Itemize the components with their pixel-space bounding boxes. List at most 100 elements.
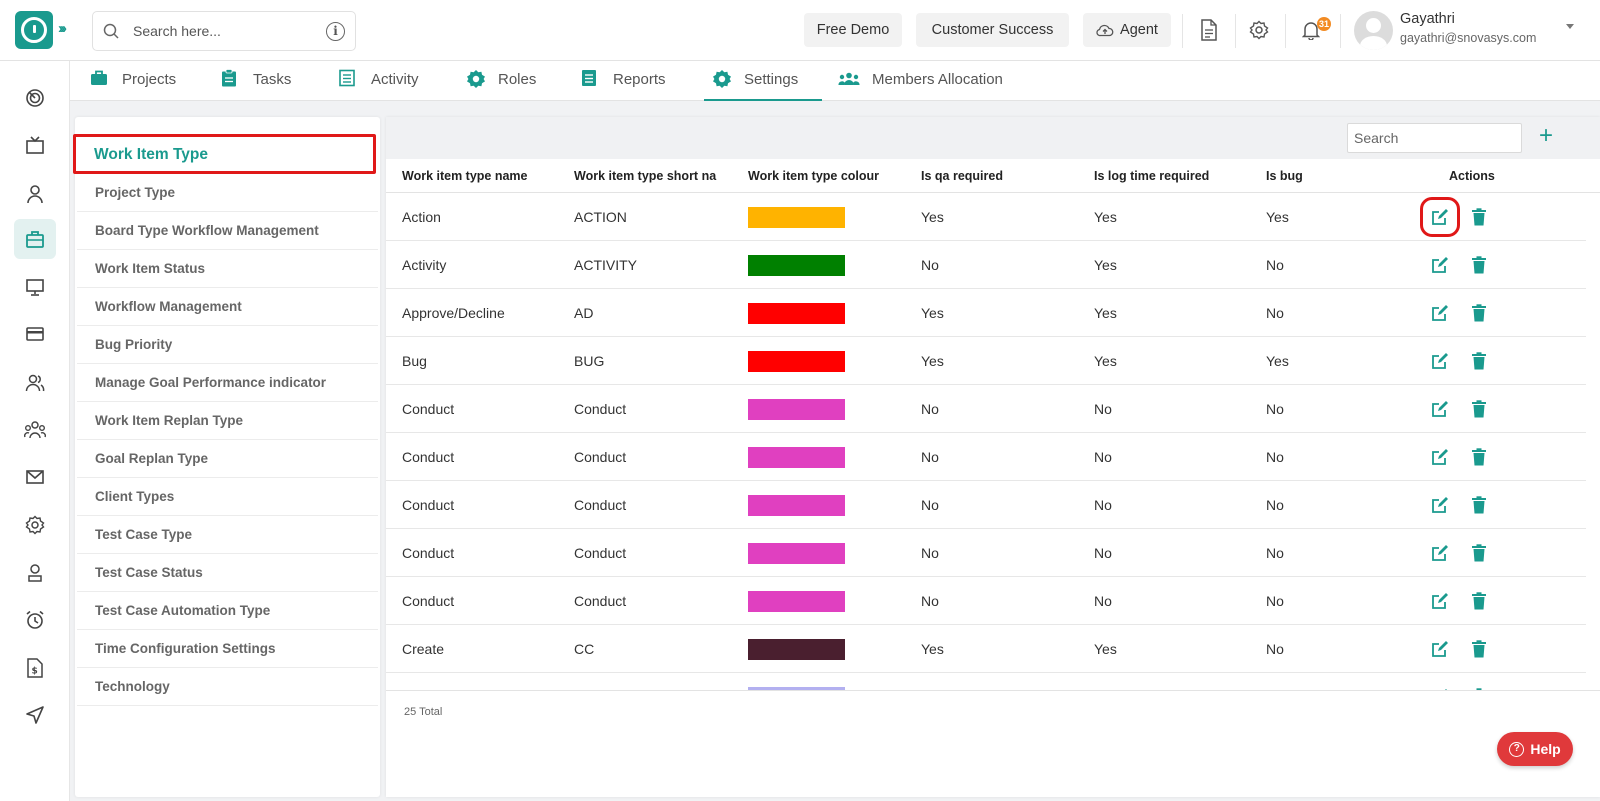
table-row[interactable]: Conduct Conduct No No No: [386, 385, 1586, 433]
group-icon[interactable]: [14, 410, 56, 450]
settings-item-work-item-replan[interactable]: Work Item Replan Type: [77, 401, 378, 440]
settings-item-work-item-type[interactable]: Work Item Type: [73, 134, 376, 174]
edit-icon[interactable]: [1431, 304, 1449, 322]
chevron-down-icon[interactable]: [1566, 24, 1574, 29]
edit-icon[interactable]: [1431, 352, 1449, 370]
settings-item-technology[interactable]: Technology: [77, 667, 378, 706]
avatar[interactable]: [1354, 11, 1393, 50]
settings-item-test-case-type[interactable]: Test Case Type: [77, 515, 378, 554]
user-name[interactable]: Gayathri: [1400, 11, 1455, 27]
send-icon[interactable]: [14, 695, 56, 735]
cell-short-name: Conduct: [574, 545, 627, 561]
menu-label: Client Types: [95, 489, 175, 504]
alarm-clock-icon[interactable]: [14, 600, 56, 640]
edit-icon[interactable]: [1420, 197, 1460, 237]
settings-gear-icon[interactable]: [1246, 17, 1272, 43]
user-icon[interactable]: [14, 174, 56, 214]
edit-icon[interactable]: [1431, 448, 1449, 466]
bell-icon[interactable]: [1298, 17, 1324, 43]
settings-item-client-types[interactable]: Client Types: [77, 477, 378, 516]
edit-icon[interactable]: [1431, 592, 1449, 610]
delete-icon[interactable]: [1471, 256, 1487, 274]
settings-item-board-type-workflow[interactable]: Board Type Workflow Management: [77, 211, 378, 250]
app-logo[interactable]: [15, 11, 53, 49]
customer-success-button[interactable]: Customer Success: [916, 13, 1069, 47]
table-toolbar: +: [386, 117, 1600, 159]
edit-icon[interactable]: [1431, 256, 1449, 274]
mail-icon[interactable]: [14, 457, 56, 497]
settings-item-goal-performance[interactable]: Manage Goal Performance indicator: [77, 363, 378, 402]
monitor-icon[interactable]: [14, 267, 56, 307]
table-row[interactable]: Bug BUG Yes Yes Yes: [386, 337, 1586, 385]
table-row[interactable]: Approve/Decline AD Yes Yes No: [386, 289, 1586, 337]
tab-label: Roles: [498, 71, 537, 88]
tab-projects[interactable]: Projects: [90, 61, 190, 101]
cell-is-bug: No: [1266, 449, 1284, 465]
delete-icon[interactable]: [1471, 304, 1487, 322]
settings-item-work-item-status[interactable]: Work Item Status: [77, 249, 378, 288]
edit-icon[interactable]: [1431, 640, 1449, 658]
cell-is-bug: No: [1266, 545, 1284, 561]
delete-icon[interactable]: [1471, 448, 1487, 466]
free-demo-button[interactable]: Free Demo: [804, 13, 902, 47]
expand-menu-icon[interactable]: ›››: [58, 20, 67, 37]
delete-icon[interactable]: [1471, 208, 1487, 226]
table-row[interactable]: Conduct Conduct No No No: [386, 433, 1586, 481]
delete-icon[interactable]: [1471, 352, 1487, 370]
invoice-icon[interactable]: $: [14, 648, 56, 688]
gear-icon[interactable]: [14, 505, 56, 545]
team-icon[interactable]: [14, 363, 56, 403]
tab-activity[interactable]: Activity: [339, 61, 429, 101]
column-header[interactable]: Work item type name: [402, 169, 528, 183]
profile-badge-icon[interactable]: [14, 553, 56, 593]
settings-item-bug-priority[interactable]: Bug Priority: [77, 325, 378, 364]
column-header[interactable]: Work item type short na: [574, 169, 717, 183]
edit-icon[interactable]: [1431, 496, 1449, 514]
left-icon-rail: $: [0, 61, 70, 801]
table-row[interactable]: Create CC Yes Yes No: [386, 625, 1586, 673]
table-row[interactable]: Conduct Conduct No No No: [386, 529, 1586, 577]
search-input[interactable]: [133, 20, 313, 42]
tab-tasks[interactable]: Tasks: [221, 61, 301, 101]
cell-qa-required: Yes: [921, 353, 944, 369]
column-header[interactable]: Is bug: [1266, 169, 1303, 183]
cell-qa-required: No: [921, 545, 939, 561]
column-header[interactable]: Work item type colour: [748, 169, 880, 183]
info-icon[interactable]: i: [326, 22, 345, 41]
table-row[interactable]: Conduct Conduct No No No: [386, 577, 1586, 625]
settings-item-goal-replan[interactable]: Goal Replan Type: [77, 439, 378, 478]
tab-members-allocation[interactable]: Members Allocation: [838, 61, 1028, 101]
column-header[interactable]: Is log time required: [1094, 169, 1210, 183]
delete-icon[interactable]: [1471, 496, 1487, 514]
table-row[interactable]: Activity ACTIVITY No Yes No: [386, 241, 1586, 289]
table-row[interactable]: Conduct Conduct No No No: [386, 481, 1586, 529]
delete-icon[interactable]: [1471, 400, 1487, 418]
delete-icon[interactable]: [1471, 592, 1487, 610]
settings-item-test-case-automation[interactable]: Test Case Automation Type: [77, 591, 378, 630]
tab-settings[interactable]: Settings: [704, 61, 822, 101]
dashboard-icon[interactable]: [14, 78, 56, 118]
edit-icon[interactable]: [1431, 400, 1449, 418]
table-search-input[interactable]: [1347, 123, 1522, 153]
agent-button[interactable]: Agent: [1083, 13, 1171, 47]
settings-item-test-case-status[interactable]: Test Case Status: [77, 553, 378, 592]
cell-log-time-required: Yes: [1094, 353, 1117, 369]
edit-icon[interactable]: [1431, 544, 1449, 562]
document-icon[interactable]: [1196, 17, 1222, 43]
tab-roles[interactable]: Roles: [466, 61, 546, 101]
tv-icon[interactable]: [14, 126, 56, 166]
settings-item-workflow-management[interactable]: Workflow Management: [77, 287, 378, 326]
add-icon[interactable]: +: [1538, 122, 1553, 149]
settings-item-project-type[interactable]: Project Type: [77, 173, 378, 212]
help-button[interactable]: ? Help: [1497, 732, 1573, 766]
delete-icon[interactable]: [1471, 544, 1487, 562]
tab-reports[interactable]: Reports: [581, 61, 676, 101]
menu-label: Work Item Status: [95, 261, 206, 276]
projects-briefcase-icon[interactable]: [14, 219, 56, 259]
cell-log-time-required: No: [1094, 449, 1112, 465]
settings-item-time-configuration[interactable]: Time Configuration Settings: [77, 629, 378, 668]
table-row[interactable]: Action ACTION Yes Yes Yes: [386, 193, 1586, 241]
card-icon[interactable]: [14, 314, 56, 354]
delete-icon[interactable]: [1471, 640, 1487, 658]
column-header[interactable]: Is qa required: [921, 169, 1003, 183]
